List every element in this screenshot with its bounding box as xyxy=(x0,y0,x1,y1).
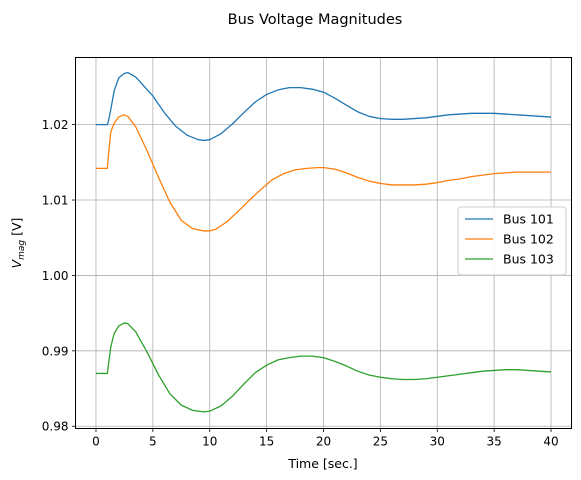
x-tick-label: 35 xyxy=(487,435,502,449)
series-line-1 xyxy=(95,71,552,142)
x-tick-label: 5 xyxy=(149,435,157,449)
grid xyxy=(75,57,572,429)
y-tick-label: 1.02 xyxy=(42,118,69,132)
legend-label: Bus 101 xyxy=(503,212,554,227)
x-tick-label: 25 xyxy=(373,435,388,449)
y-axis-label-unit: [V] xyxy=(9,218,24,240)
y-axis-label: Vmag [V] xyxy=(9,218,27,269)
x-tick-label: 20 xyxy=(316,435,331,449)
x-tick-label: 40 xyxy=(543,435,558,449)
x-tick-label: 0 xyxy=(92,435,100,449)
legend-box xyxy=(457,206,567,276)
series-line-2 xyxy=(95,114,552,232)
x-tick-label: 10 xyxy=(202,435,217,449)
y-tick-label: 1.01 xyxy=(42,194,69,208)
series-lines xyxy=(95,71,552,413)
y-axis-label-sub: mag xyxy=(17,240,27,260)
x-tick-label: 30 xyxy=(430,435,445,449)
y-tick-label: 1.00 xyxy=(42,269,69,283)
x-tick-label: 15 xyxy=(259,435,274,449)
x-axis-label: Time [sec.] xyxy=(287,456,357,471)
legend-label: Bus 103 xyxy=(503,252,554,267)
axis-ticks: 0 5 10 15 20 25 30 35 40 0.98 0.99 1.00 1.01 1.02 xyxy=(42,118,559,448)
series-line-3 xyxy=(95,322,552,413)
legend-label: Bus 102 xyxy=(503,232,554,247)
legend: Bus 101 Bus 102 Bus 103 xyxy=(457,206,567,276)
y-tick-label: 0.98 xyxy=(42,420,69,434)
y-tick-label: 0.99 xyxy=(42,344,69,358)
y-axis-label-base: V xyxy=(9,258,24,268)
chart-title: Bus Voltage Magnitudes xyxy=(228,12,403,28)
